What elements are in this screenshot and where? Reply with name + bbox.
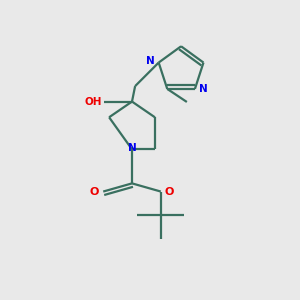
Text: O: O bbox=[164, 187, 173, 196]
Text: O: O bbox=[90, 187, 99, 196]
Text: N: N bbox=[199, 84, 208, 94]
Text: OH: OH bbox=[84, 97, 102, 106]
Text: N: N bbox=[146, 56, 154, 66]
Text: N: N bbox=[128, 143, 136, 153]
